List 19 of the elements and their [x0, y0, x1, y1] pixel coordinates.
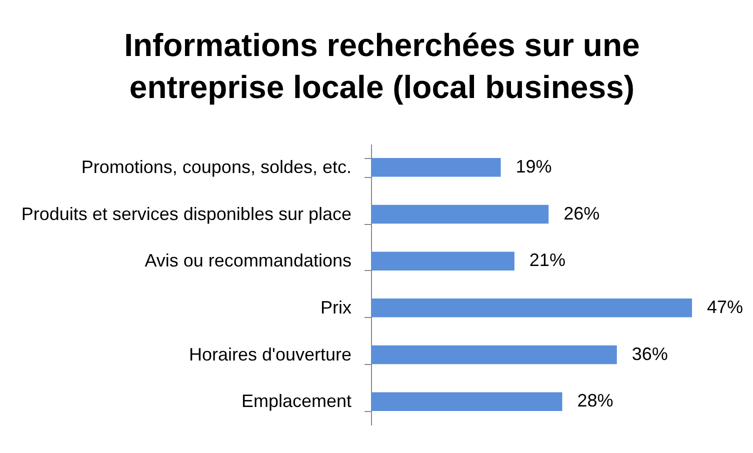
bar: [371, 204, 549, 224]
y-tick-label: Promotions, coupons, soldes, etc.: [81, 156, 352, 177]
y-tick-label: Avis ou recommandations: [144, 250, 352, 271]
y-tick-label: Horaires d'ouverture: [188, 344, 352, 364]
y-tick-label: Produits et services disponibles sur place: [21, 204, 352, 224]
bar: [371, 298, 692, 318]
data-label: 28%: [577, 390, 614, 411]
chart-title: Informations recherchées sur une entreprise locale (local business): [124, 27, 640, 105]
bar: [371, 252, 514, 270]
data-label: 19%: [516, 156, 552, 176]
bar: [371, 345, 617, 364]
data-label: 47%: [707, 296, 744, 317]
data-label: 26%: [564, 203, 600, 224]
y-tick-label: Emplacement: [241, 391, 352, 412]
data-label: 36%: [632, 344, 668, 364]
data-label: 21%: [529, 250, 566, 270]
bar: [371, 158, 501, 177]
y-tick-label: Prix: [320, 297, 352, 318]
bar: [371, 392, 562, 411]
